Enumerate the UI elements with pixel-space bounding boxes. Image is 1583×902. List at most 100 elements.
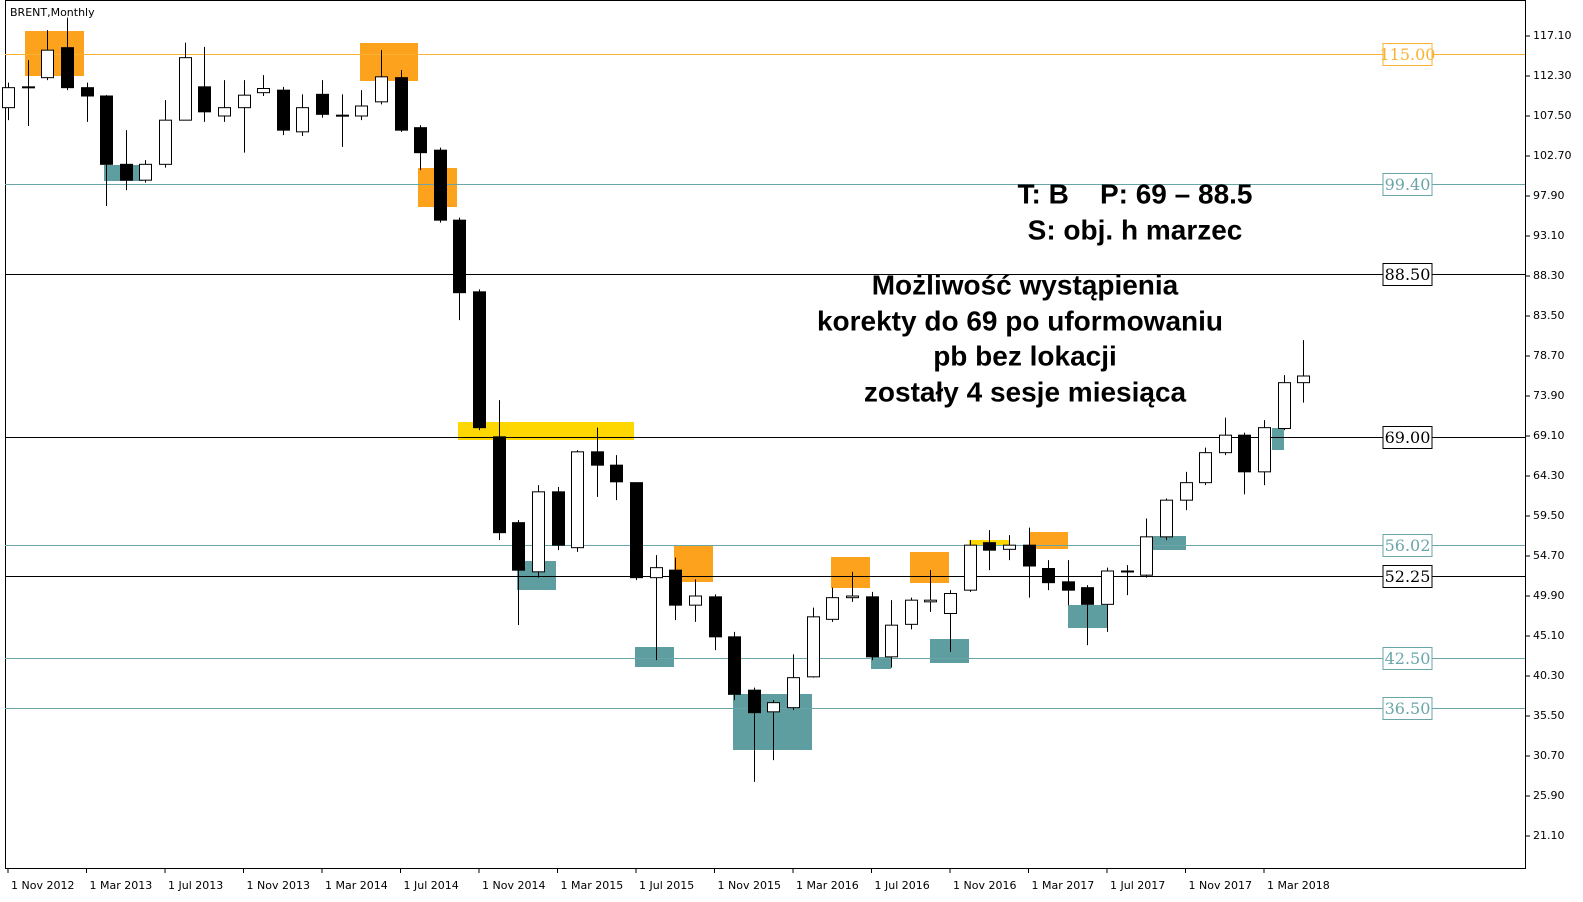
candle-body [1081, 587, 1094, 605]
y-tick-label: 97.90 [1533, 189, 1565, 202]
level-label-box [1382, 173, 1433, 196]
level-label-box [1382, 565, 1433, 588]
level-label-box [1382, 426, 1433, 449]
y-tick-label: 69.10 [1533, 429, 1565, 442]
axes: 117.10 112.30 107.50 102.70 97.90 93.10 88.30 8… [7, 29, 1572, 892]
candle-body [1258, 427, 1271, 473]
y-tick-label: 64.30 [1533, 469, 1565, 482]
annotation: Możliwość wystąpienia [872, 269, 1179, 300]
candle-body [1219, 434, 1232, 454]
y-tick-label: 83.50 [1533, 309, 1565, 322]
candle-body [905, 599, 918, 625]
y-tick-label: 21.10 [1533, 829, 1565, 842]
y-tick-label: 25.90 [1533, 789, 1565, 802]
candle-body [689, 595, 702, 606]
candle-body [512, 522, 525, 571]
candle-body [552, 491, 565, 546]
candle-body [964, 544, 977, 591]
candles [2, 17, 1310, 782]
candle-body [571, 451, 584, 549]
candle-body [453, 219, 466, 294]
annotation: zostały 4 sesje miesiąca [864, 376, 1187, 407]
y-tick-label: 45.10 [1533, 629, 1565, 642]
level-label: 115.00 [1380, 45, 1436, 64]
candle-body [257, 88, 270, 94]
candle-body [375, 76, 388, 103]
y-tick-label: 35.50 [1533, 709, 1565, 722]
candle-body [787, 677, 800, 709]
candle-body [198, 86, 211, 113]
candle-body [81, 87, 94, 97]
candle-body [61, 47, 74, 89]
x-tick-label: 1 Nov 2017 [1189, 879, 1252, 892]
candle-body [630, 482, 643, 579]
y-tick-label: 73.90 [1533, 389, 1565, 402]
y-tick-label: 54.70 [1533, 549, 1565, 562]
candle-body [1023, 544, 1036, 567]
level-label: 42.50 [1385, 649, 1431, 668]
candle-body [277, 89, 290, 131]
x-tick-label: 1 Mar 2017 [1032, 879, 1095, 892]
zone [25, 31, 84, 76]
candle-body [414, 127, 427, 154]
candle-body [1121, 570, 1134, 573]
candle-body [610, 464, 623, 483]
y-tick-label: 112.30 [1533, 69, 1572, 82]
candle-body [355, 105, 368, 117]
y-tick-label: 88.30 [1533, 269, 1565, 282]
level-label-box [1382, 697, 1433, 720]
y-tick-label: 102.70 [1533, 149, 1572, 162]
zone [930, 639, 969, 663]
x-tick-label: 1 Jul 2016 [875, 879, 930, 892]
candle-body [179, 57, 192, 121]
candle-body [709, 596, 722, 638]
candle-body [1180, 482, 1193, 501]
candle-body [767, 702, 780, 713]
candle-body [473, 291, 486, 429]
candle-body [1278, 382, 1291, 429]
candle-body [807, 616, 820, 678]
x-tick-label: 1 Nov 2016 [953, 879, 1016, 892]
annotation: S: obj. h marzec [1028, 214, 1243, 245]
candle-body [1003, 544, 1016, 550]
level-label: 52.25 [1385, 567, 1431, 586]
level-label-box [1382, 534, 1433, 557]
candle-body [41, 49, 54, 79]
candle-body [395, 77, 408, 131]
candle-body [866, 596, 879, 658]
y-tick-label: 117.10 [1533, 29, 1572, 42]
candle-body [1042, 568, 1055, 584]
candle-body [983, 542, 996, 551]
level-label: 99.40 [1385, 175, 1431, 194]
candle-body [1101, 570, 1114, 605]
zone [1029, 532, 1068, 549]
x-tick-label: 1 Mar 2013 [90, 879, 153, 892]
candle-body [885, 624, 898, 658]
annotation: korekty do 69 po uformowaniu [817, 305, 1223, 336]
candle-body [316, 93, 329, 115]
level-label-box [1382, 43, 1433, 66]
y-tick-label: 93.10 [1533, 229, 1565, 242]
candle-body [296, 107, 309, 133]
levels: 115.00 99.40 88.50 69.00 56.02 52.25 42.50 36.5… [5, 43, 1525, 720]
candle-body [2, 87, 15, 109]
x-tick-label: 1 Jul 2015 [639, 879, 694, 892]
x-tick-label: 1 Nov 2015 [718, 879, 781, 892]
x-tick-label: 1 Mar 2018 [1267, 879, 1330, 892]
x-tick-label: 1 Nov 2012 [11, 879, 74, 892]
candle-body [1160, 499, 1173, 538]
candle-body [238, 94, 251, 109]
y-tick-label: 107.50 [1533, 109, 1572, 122]
zone [1272, 428, 1284, 450]
x-tick-label: 1 Nov 2014 [482, 879, 545, 892]
annotation: T: B P: 69 – 88.5 [1018, 178, 1253, 209]
candle-body [924, 599, 937, 603]
level-label: 88.50 [1385, 265, 1431, 284]
chart-title: BRENT,Monthly [10, 6, 95, 19]
zone [831, 557, 870, 588]
zone [635, 647, 674, 667]
candle-body [650, 567, 663, 579]
level-label: 69.00 [1385, 428, 1431, 447]
level-label-box [1382, 263, 1433, 286]
